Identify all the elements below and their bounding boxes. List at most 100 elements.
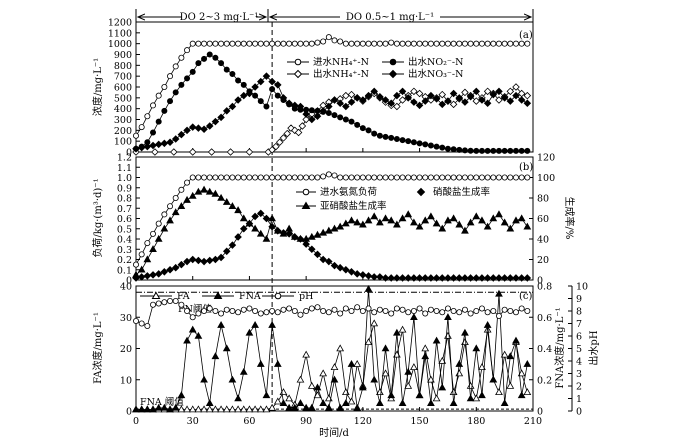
- point-p2-s2-29: [297, 311, 304, 318]
- point-p1-s1-3: [149, 245, 157, 253]
- point-p0-s3-36: [336, 99, 344, 108]
- point-p2-s1-50: [415, 391, 424, 399]
- point-p0-s3-18: [234, 96, 242, 104]
- point-p2-s2-59: [467, 310, 474, 317]
- point-p0-s3-46: [393, 91, 401, 100]
- a-y-tick-label-8: 800: [114, 61, 132, 72]
- point-p1-s0-69: [524, 174, 531, 181]
- point-p2-s0-24: [268, 403, 276, 411]
- point-p2-s0-30: [302, 350, 311, 358]
- point-p1-s1-6: [166, 216, 174, 224]
- point-p1-s0-26: [280, 174, 287, 181]
- c-y3-tick-label-4: 4: [576, 357, 582, 368]
- point-p1-s2-54: [438, 274, 447, 282]
- point-p1-s2-44: [381, 274, 390, 282]
- point-p1-s0-58: [461, 174, 468, 181]
- point-p0-s3-8: [177, 130, 186, 139]
- point-p1-s2-46: [393, 274, 401, 282]
- point-p0-s2-44: [382, 133, 389, 140]
- point-p2-s0-59: [466, 381, 475, 389]
- point-p1-s2-22: [257, 209, 265, 218]
- point-p1-s0-43: [376, 174, 383, 181]
- point-p0-s2-9: [184, 75, 191, 82]
- point-p2-s2-17: [229, 307, 236, 314]
- point-p0-s2-10: [189, 68, 196, 75]
- point-p2-s2-65: [501, 306, 508, 313]
- point-p1-s0-24: [269, 174, 276, 181]
- point-p2-s0-48: [404, 381, 413, 389]
- point-p1-s0-11: [195, 174, 202, 181]
- point-p1-s1-15: [217, 193, 225, 201]
- point-p0-s3-24: [268, 77, 276, 86]
- c-y3-tick-label-5: 5: [576, 344, 582, 355]
- point-p2-s1-28: [290, 403, 299, 411]
- point-p0-s3-27: [285, 99, 293, 108]
- point-p2-s1-6: [166, 405, 174, 413]
- point-p0-s3-7: [171, 135, 180, 143]
- point-p1-s0-18: [235, 174, 242, 181]
- point-p1-s0-40: [359, 174, 366, 181]
- point-p1-s2-62: [483, 274, 492, 282]
- point-p0-s0-7: [172, 63, 179, 70]
- point-p0-s1-43: [449, 100, 458, 109]
- point-p0-s1-51: [495, 96, 503, 104]
- legend-a-marker-1: [293, 69, 303, 79]
- b-y-tick-label-4: 0.4: [117, 235, 132, 246]
- point-p1-s1-50: [415, 222, 424, 230]
- point-p0-s3-52: [427, 91, 435, 100]
- point-p0-s0-39: [354, 40, 361, 47]
- point-p0-s1-8: [268, 146, 276, 154]
- point-p1-s1-62: [483, 222, 492, 230]
- point-p1-s0-67: [512, 174, 519, 181]
- point-p1-s0-1: [138, 251, 145, 258]
- point-p0-s2-36: [337, 114, 344, 121]
- legend-c-marker-2: [274, 292, 282, 300]
- point-p1-s2-31: [308, 245, 316, 254]
- point-p2-s1-64: [495, 289, 503, 297]
- point-p2-s2-36: [337, 310, 344, 317]
- point-p0-s3-34: [325, 102, 333, 111]
- point-p0-s0-63: [490, 40, 497, 47]
- point-p2-s1-32: [313, 383, 322, 391]
- point-p0-s0-9: [184, 47, 191, 54]
- point-p0-s3-50: [415, 101, 424, 110]
- point-p1-s0-13: [206, 174, 213, 181]
- point-p2-s2-51: [422, 310, 429, 317]
- point-p0-s2-54: [439, 144, 446, 151]
- point-p2-s2-66: [507, 307, 514, 314]
- point-p2-s0-47: [398, 325, 407, 333]
- point-p1-s2-39: [353, 270, 361, 278]
- point-p0-s2-16: [223, 66, 230, 73]
- point-p1-s1-56: [449, 214, 458, 222]
- point-p2-s2-38: [348, 307, 355, 314]
- point-p2-s2-62: [484, 309, 491, 316]
- point-p2-s1-38: [347, 360, 356, 367]
- legend-b-text-2: 硝酸盐生成率: [433, 186, 491, 198]
- point-p0-s0-20: [246, 40, 253, 47]
- x-tick-label-6: 180: [467, 416, 485, 427]
- point-p2-s2-22: [257, 310, 264, 317]
- point-p0-s0-5: [161, 84, 168, 91]
- point-p0-s0-18: [235, 40, 242, 47]
- point-p1-s2-26: [279, 229, 288, 237]
- point-p0-s3-16: [222, 107, 231, 115]
- point-p1-s0-19: [240, 174, 247, 181]
- point-p1-s0-60: [473, 174, 480, 181]
- point-p2-s2-52: [427, 306, 434, 313]
- legend-a-text-3: 出水NO₃⁻-N: [408, 68, 463, 80]
- b-y2-tick-label-2: 40: [537, 235, 549, 246]
- x-tick-label-3: 90: [300, 416, 312, 427]
- point-p1-s0-39: [354, 174, 361, 181]
- point-p0-s3-49: [410, 98, 418, 106]
- point-p2-s1-37: [341, 399, 350, 406]
- legend-b-marker-2: [416, 187, 426, 197]
- point-p1-s2-14: [211, 255, 220, 264]
- point-p2-s1-53: [432, 336, 441, 344]
- point-p0-s1-6: [245, 148, 254, 156]
- point-p1-s2-38: [347, 268, 356, 276]
- point-p2-s1-18: [234, 394, 242, 402]
- point-p2-s2-18: [235, 309, 242, 316]
- point-p1-s2-41: [364, 272, 373, 280]
- point-p0-s0-56: [450, 40, 457, 47]
